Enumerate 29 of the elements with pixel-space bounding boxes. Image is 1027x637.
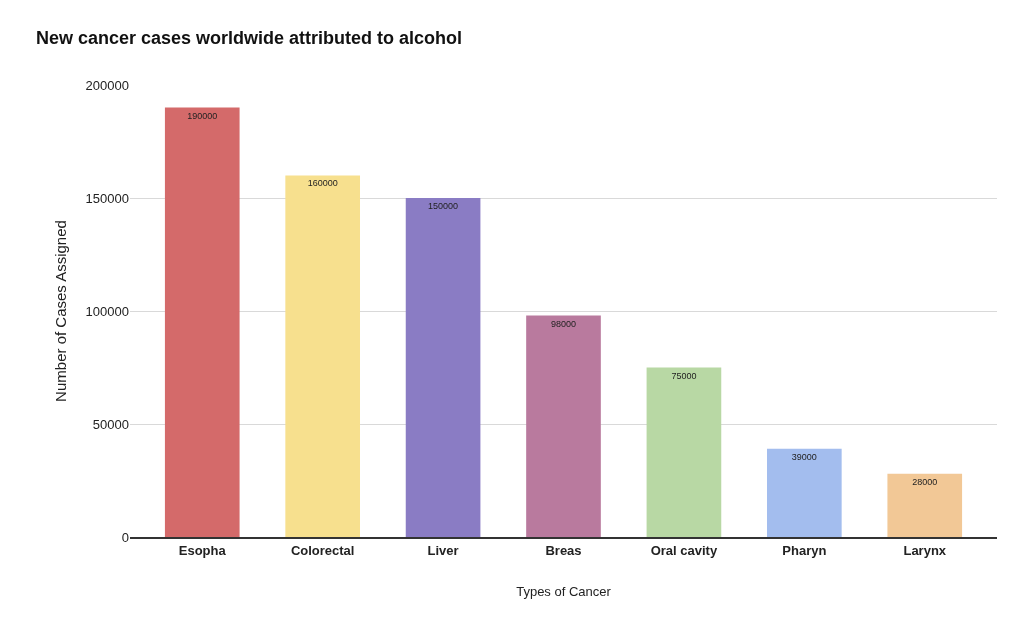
bar: [646, 367, 722, 537]
data-label: 75000: [671, 370, 697, 381]
x-tick-label: Pharyn: [782, 542, 827, 558]
data-label: 160000: [307, 178, 338, 189]
x-tick-label: Larynx: [903, 542, 947, 558]
data-label: 190000: [187, 110, 218, 121]
bar: [285, 175, 360, 537]
y-axis-title: Number of Cases Assigned: [51, 220, 69, 402]
data-label: 39000: [791, 451, 817, 462]
x-tick-label: Esopha: [178, 542, 227, 558]
bar: [405, 198, 481, 537]
y-tick-label: 150000: [85, 190, 129, 206]
y-tick-label: 50000: [92, 416, 129, 432]
chart-title: New cancer cases worldwide attributed to alcohol: [35, 28, 463, 49]
data-label: 28000: [912, 476, 938, 487]
data-label: 98000: [550, 318, 577, 329]
bar: [526, 315, 601, 537]
data-label: 150000: [428, 201, 459, 211]
bar: [887, 473, 963, 537]
bar: [767, 448, 842, 537]
y-tick-label: 100000: [85, 303, 129, 319]
bar: [164, 107, 240, 537]
x-tick-label: Breas: [545, 542, 582, 558]
x-tick-label: Oral cavity: [650, 542, 718, 558]
x-tick-label: Colorectal: [290, 542, 355, 558]
x-axis-title: Types of Cancer: [516, 583, 612, 599]
x-tick-label: Liver: [427, 542, 459, 558]
y-tick-label: 200000: [85, 77, 129, 93]
y-tick-label: 0: [121, 529, 129, 545]
